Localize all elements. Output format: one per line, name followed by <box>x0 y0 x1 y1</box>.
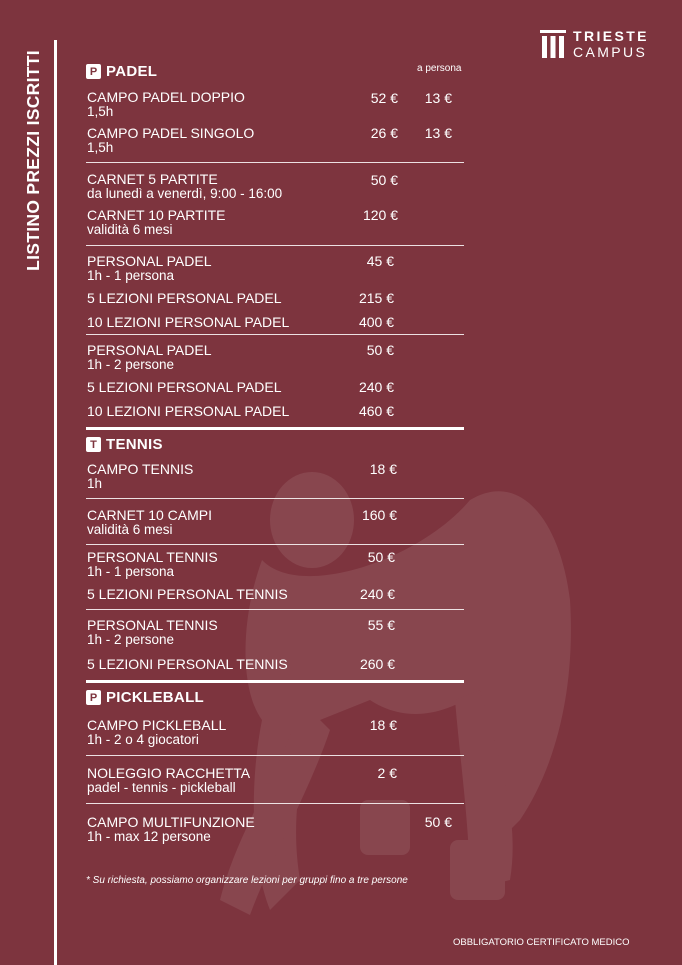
separator <box>86 334 464 335</box>
price-value: 50 € <box>367 549 395 565</box>
separator <box>86 755 464 756</box>
price-value: 2 € <box>377 765 397 781</box>
price-value: 26 € <box>370 125 398 141</box>
price-value: 215 € <box>358 290 394 306</box>
separator <box>86 544 464 545</box>
price-value: 260 € <box>359 656 395 672</box>
separator <box>86 609 464 610</box>
price-value: 50 € <box>366 342 394 358</box>
separator <box>86 245 464 246</box>
tennis-icon: T <box>86 437 101 452</box>
logo-line1: TRIESTE <box>573 28 649 44</box>
section-pickleball: P PICKLEBALL <box>86 689 204 706</box>
price-value: 460 € <box>358 403 394 419</box>
footnote: * Su richiesta, possiamo organizzare lez… <box>86 875 408 886</box>
price-item: 5 LEZIONI PERSONAL PADEL <box>87 379 282 395</box>
price-value: 55 € <box>367 617 395 633</box>
per-person-price: 13 € <box>424 90 452 106</box>
price-item: NOLEGGIO RACCHETTA padel - tennis - pickl… <box>87 765 251 795</box>
section-separator <box>86 680 464 683</box>
price-item: 10 LEZIONI PERSONAL PADEL <box>87 403 290 419</box>
columns-logo-icon <box>540 30 566 58</box>
padel-icon: P <box>86 64 101 79</box>
price-value: 240 € <box>359 586 395 602</box>
price-value: 50 € <box>370 172 398 188</box>
price-value: 400 € <box>358 314 394 330</box>
logo-line2: CAMPUS <box>573 44 648 60</box>
price-value: 160 € <box>361 507 397 523</box>
trieste-campus-logo: TRIESTE CAMPUS <box>540 27 649 61</box>
price-item: PERSONAL PADEL 1h - 2 persone <box>87 342 212 372</box>
price-item: CARNET 5 PARTITE da lunedì a venerdì, 9:0… <box>87 171 283 201</box>
price-item: CAMPO PADEL SINGOLO 1,5h <box>87 125 255 155</box>
section-padel: P PADEL <box>86 63 157 80</box>
price-item: CARNET 10 CAMPI validità 6 mesi <box>87 507 212 537</box>
price-item: 5 LEZIONI PERSONAL TENNIS <box>87 656 288 672</box>
price-value: 120 € <box>362 207 398 223</box>
price-item: 10 LEZIONI PERSONAL PADEL <box>87 314 290 330</box>
price-item: CAMPO PICKLEBALL 1h - 2 o 4 giocatori <box>87 717 227 747</box>
price-item: PERSONAL PADEL 1h - 1 persona <box>87 253 212 283</box>
price-item: CAMPO MULTIFUNZIONE 1h - max 12 persone <box>87 814 255 844</box>
price-item: PERSONAL TENNIS 1h - 2 persone <box>87 617 218 647</box>
price-value: 240 € <box>358 379 394 395</box>
section-separator <box>86 427 464 430</box>
price-value: 50 € <box>424 814 452 830</box>
per-person-price: 13 € <box>424 125 452 141</box>
price-item: CAMPO TENNIS 1h <box>87 461 194 491</box>
vertical-rule <box>54 40 57 965</box>
separator <box>86 803 464 804</box>
price-value: 45 € <box>366 253 394 269</box>
separator <box>86 498 464 499</box>
section-tennis: T TENNIS <box>86 436 163 453</box>
per-person-note: a persona <box>417 63 462 74</box>
price-value: 52 € <box>370 90 398 106</box>
price-item: PERSONAL TENNIS 1h - 1 persona <box>87 549 218 579</box>
pickleball-icon: P <box>86 690 101 705</box>
price-item: CAMPO PADEL DOPPIO 1,5h <box>87 89 245 119</box>
certificate-note: OBBLIGATORIO CERTIFICATO MEDICO <box>453 937 630 948</box>
price-item: CARNET 10 PARTITE validità 6 mesi <box>87 207 226 237</box>
price-item: 5 LEZIONI PERSONAL TENNIS <box>87 586 288 602</box>
separator <box>86 162 464 163</box>
vertical-title: LISTINO PREZZI ISCRITTI <box>22 49 43 271</box>
price-value: 18 € <box>369 717 397 733</box>
price-item: 5 LEZIONI PERSONAL PADEL <box>87 290 282 306</box>
price-value: 18 € <box>369 461 397 477</box>
